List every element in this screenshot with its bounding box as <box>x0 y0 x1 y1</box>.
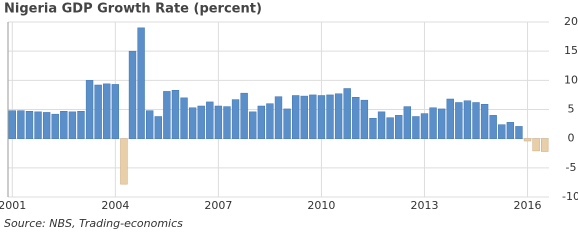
bar <box>266 103 274 139</box>
bar <box>395 115 403 139</box>
y-tick-label: 15 <box>564 44 578 57</box>
bar <box>154 116 162 139</box>
y-tick-label: 0 <box>568 132 575 145</box>
bar <box>446 98 454 139</box>
bar <box>163 91 171 139</box>
bar <box>94 84 102 139</box>
bar <box>240 92 248 139</box>
bar <box>42 112 51 139</box>
bar <box>377 111 386 139</box>
bar <box>403 106 411 139</box>
bar <box>523 138 532 142</box>
bar <box>429 107 437 139</box>
bar <box>214 105 223 139</box>
bar <box>515 126 523 139</box>
bar <box>369 118 377 139</box>
bar <box>8 110 16 139</box>
source: Source: NBS, Trading-economics <box>4 217 183 230</box>
bar <box>437 108 446 139</box>
bar <box>506 122 515 139</box>
bar <box>309 94 317 139</box>
bar <box>188 107 197 139</box>
bar <box>51 113 59 139</box>
bar <box>343 88 351 139</box>
chart: Nigeria GDP Growth Rate (percent) Source… <box>0 2 578 231</box>
bar <box>197 105 205 139</box>
bar <box>472 102 480 139</box>
x-tick-label: 2013 <box>410 199 438 212</box>
bar <box>231 99 240 139</box>
y-tick-label: -5 <box>566 161 577 174</box>
bar <box>326 94 334 139</box>
x-tick-label: 2001 <box>0 199 26 212</box>
bar <box>360 99 369 139</box>
bar <box>60 111 68 139</box>
bar <box>17 110 25 139</box>
y-tick-label: -10 <box>562 190 578 203</box>
bar <box>257 105 266 139</box>
bar <box>85 80 94 139</box>
bar <box>206 101 214 139</box>
x-tick-label: 2010 <box>307 199 335 212</box>
bar <box>137 27 145 139</box>
bar <box>34 111 42 139</box>
bar <box>180 97 188 139</box>
x-tick-label: 2016 <box>514 199 542 212</box>
bar <box>541 138 549 152</box>
bar <box>463 100 472 139</box>
x-tick-label: 2007 <box>204 199 232 212</box>
bar <box>420 113 429 139</box>
chart-title: Nigeria GDP Growth Rate (percent) <box>4 2 262 17</box>
bar <box>77 111 85 139</box>
y-tick-label: 10 <box>564 73 578 86</box>
bar <box>317 95 326 139</box>
bar <box>412 116 420 139</box>
bar <box>455 102 463 139</box>
x-tick-label: 2004 <box>101 199 129 212</box>
bar <box>120 138 128 185</box>
bar <box>498 124 506 139</box>
bar <box>352 97 360 139</box>
bar <box>146 110 154 139</box>
bar <box>111 84 120 139</box>
bar <box>249 111 257 139</box>
bar <box>489 115 497 139</box>
y-tick-label: 20 <box>564 15 578 28</box>
bar <box>103 83 111 139</box>
bar <box>25 111 34 139</box>
y-tick-label: 5 <box>568 103 575 116</box>
bar <box>223 106 231 139</box>
bar <box>171 90 180 139</box>
bar <box>291 95 300 139</box>
bar <box>386 117 394 139</box>
bar <box>300 95 308 139</box>
bar <box>68 111 77 139</box>
bar <box>274 96 283 139</box>
bar <box>128 50 137 139</box>
bar <box>334 93 343 139</box>
bar <box>283 108 291 139</box>
bar <box>480 104 489 139</box>
bar <box>532 138 540 152</box>
